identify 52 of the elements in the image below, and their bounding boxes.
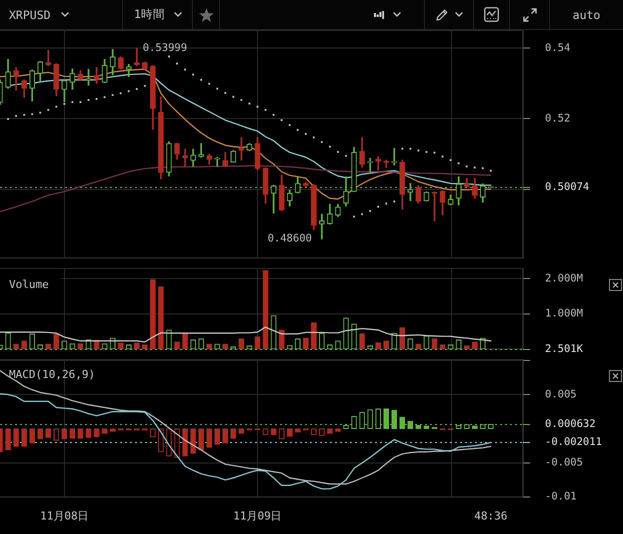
bar [182, 333, 188, 349]
bar [53, 334, 60, 349]
bar [254, 336, 260, 349]
chart-subtitle: 1時間 [134, 7, 165, 22]
bar [399, 327, 406, 349]
bar [238, 338, 244, 349]
y-tick-label: 0.005 [545, 388, 577, 400]
bar [230, 428, 236, 439]
bar [359, 334, 365, 349]
bar [45, 428, 52, 438]
y-tick-label: 1.000M [545, 308, 583, 320]
bar [262, 270, 268, 349]
bar [278, 330, 284, 349]
bar [150, 279, 156, 349]
ref-line-label: -0.002011 [545, 436, 602, 448]
x-tick-label: 11月08日 [40, 509, 89, 522]
ref-line-label: 0.000632 [545, 418, 596, 430]
bar [182, 428, 188, 456]
bar [70, 428, 76, 439]
bar [302, 338, 309, 349]
bar [214, 428, 220, 445]
bar [142, 344, 148, 349]
text: auto [572, 8, 600, 22]
bar [198, 428, 204, 450]
annotation: 0.48600 [268, 232, 312, 245]
y-tick-label: 2.000M [545, 272, 583, 284]
y-tick-label: -0.01 [545, 490, 577, 503]
bar [158, 286, 164, 349]
bar [21, 428, 27, 447]
bar [310, 322, 317, 349]
bar [29, 428, 36, 444]
bar [432, 338, 438, 349]
bar [222, 428, 228, 444]
annotation: 0.53999 [142, 42, 188, 54]
chart-title: XRPUSD [9, 8, 51, 22]
bar [86, 428, 92, 438]
bar [206, 428, 212, 448]
bar [94, 340, 100, 349]
bar [62, 428, 68, 440]
text: Volume [0, 276, 61, 294]
ref-line-label: 2.501K [545, 343, 584, 356]
y-tick-label: -0.005 [545, 456, 583, 469]
ref-line-label: 0.50074 [545, 181, 590, 194]
bar [37, 428, 44, 440]
y-tick-label: 0.52 [545, 112, 570, 124]
bar [13, 428, 19, 447]
bar [5, 428, 11, 450]
bar [78, 428, 84, 439]
y-tick-label: 0.54 [545, 42, 570, 54]
x-tick-label: 11月09日 [233, 509, 282, 522]
text: MACD(10,26,9) [8, 367, 96, 383]
x-tick-label: 48:36 [474, 509, 508, 522]
